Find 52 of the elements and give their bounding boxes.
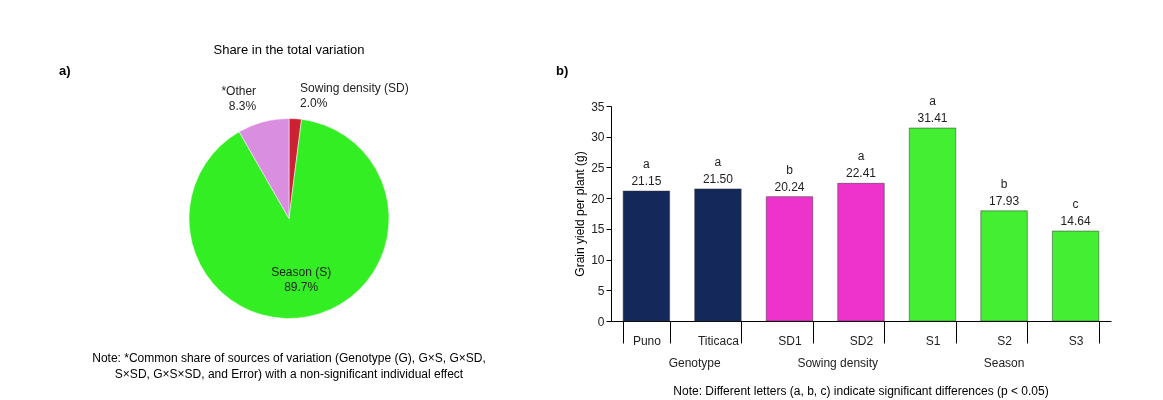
data-label: 21.50 bbox=[702, 171, 734, 186]
annotation: b bbox=[786, 162, 794, 177]
x-tick-label: S3 bbox=[1068, 333, 1084, 348]
annotation: a bbox=[857, 149, 865, 164]
annotation: c bbox=[1072, 197, 1079, 212]
data-label: 89.7% bbox=[284, 280, 319, 295]
data-label: 20.24 bbox=[774, 179, 805, 194]
data-label: 21.15 bbox=[631, 174, 662, 189]
pie-slice bbox=[188, 119, 390, 319]
slice-label: *Other bbox=[221, 84, 257, 99]
text: Sowing density bbox=[797, 356, 879, 370]
x-tick-label: SD2 bbox=[849, 333, 874, 348]
data-label: 14.64 bbox=[1060, 214, 1091, 229]
x-tick-label: SD1 bbox=[778, 333, 802, 348]
bar bbox=[622, 190, 670, 322]
slice-label: Sowing density (SD) bbox=[300, 80, 409, 95]
y-tick-label: 0 bbox=[597, 314, 605, 329]
data-label: 17.93 bbox=[989, 193, 1020, 208]
annotation: a bbox=[929, 94, 937, 109]
y-axis-title: Grain yield per plant (g) bbox=[573, 151, 588, 277]
x-tick-label: Puno bbox=[632, 333, 662, 348]
y-tick-label: 25 bbox=[591, 160, 605, 175]
y-tick-label: 15 bbox=[591, 222, 605, 237]
y-tick-label: 10 bbox=[591, 253, 605, 268]
text: Season bbox=[983, 356, 1025, 370]
y-tick-label: 30 bbox=[591, 130, 605, 145]
y-tick-label: 20 bbox=[591, 191, 605, 206]
data-label: 2.0% bbox=[300, 95, 328, 110]
data-label: 22.41 bbox=[845, 166, 877, 181]
annotation: a bbox=[714, 154, 722, 169]
data-label: 31.41 bbox=[917, 111, 948, 126]
text: b) bbox=[556, 63, 569, 78]
bar bbox=[1052, 230, 1100, 322]
bar bbox=[980, 210, 1028, 322]
bar bbox=[765, 196, 813, 322]
x-tick-label: S1 bbox=[925, 333, 941, 348]
text: Note: Different letters (a, b, c) indicate significant differences (p < 0.05) bbox=[673, 384, 1049, 398]
chart-title: Share in the total variation bbox=[213, 42, 365, 57]
text: a) bbox=[59, 63, 71, 78]
slice-label: Season (S) bbox=[271, 265, 332, 280]
bar bbox=[694, 188, 742, 322]
bar bbox=[909, 127, 957, 322]
text: Note: *Common share of sources of variation (Genotype (G), G×S, G×SD, S×SD, G×S×SD, and Error) with a non-significant individual effect bbox=[92, 351, 486, 381]
y-tick-label: 35 bbox=[591, 99, 605, 114]
data-label: 8.3% bbox=[228, 99, 257, 114]
y-tick-label: 5 bbox=[597, 283, 605, 298]
annotation: a bbox=[643, 157, 651, 172]
x-tick-label: Titicaca bbox=[697, 333, 740, 348]
annotation: b bbox=[1000, 176, 1008, 191]
bar bbox=[837, 183, 885, 322]
x-tick-label: S2 bbox=[997, 333, 1013, 348]
text: Genotype bbox=[668, 356, 722, 370]
